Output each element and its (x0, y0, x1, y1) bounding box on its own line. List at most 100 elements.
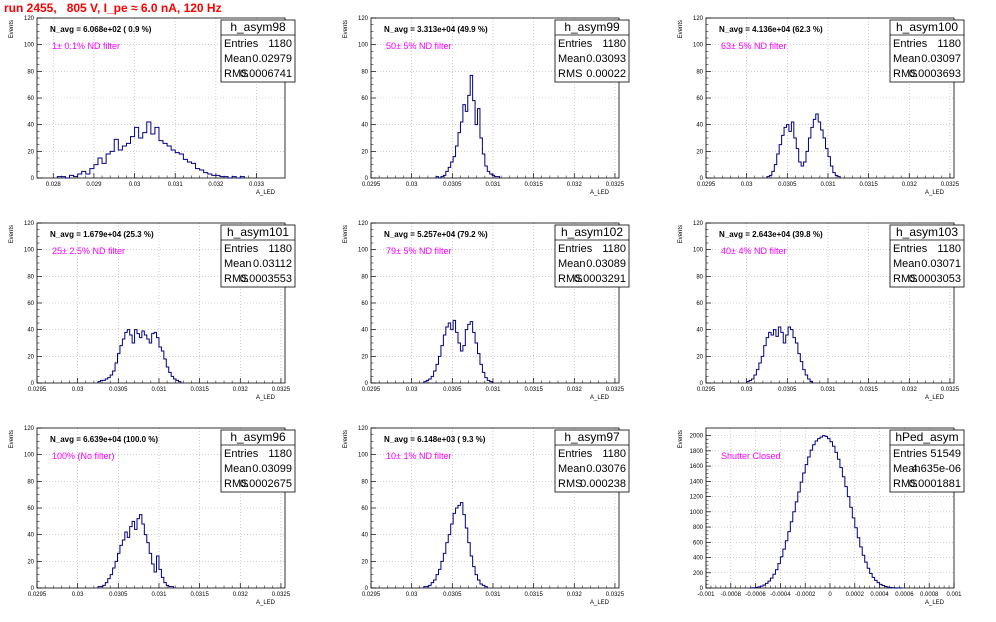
histogram-svg: 0.0295 0.03 0.0305 0.031 0.0315 0.032 0.0325 0 2… (9, 426, 296, 606)
y-tick-label: 20 (696, 149, 703, 155)
y-axis-label: Events (343, 20, 349, 38)
stats-row-value: 1180 (268, 448, 292, 460)
y-axis-label: Events (343, 225, 349, 243)
histogram-svg: 0.0295 0.03 0.0305 0.031 0.0315 0.032 0.0325 0 2… (678, 221, 965, 401)
stats-title: h_asym96 (230, 430, 286, 444)
stats-row-value: 0.0003693 (909, 68, 961, 80)
stats-title: h_asym100 (896, 20, 958, 34)
y-axis-label: Events (9, 225, 15, 243)
stats-row-name: Entries (224, 448, 259, 460)
y-tick-label: 0 (365, 176, 369, 182)
y-tick-label: 0 (31, 586, 35, 592)
x-tick-label: 0.031 (151, 592, 167, 598)
y-tick-label: 40 (696, 123, 703, 129)
x-tick-label: 0.0325 (941, 182, 960, 188)
stats-row-name: Mean (224, 53, 252, 65)
y-tick-label: 120 (358, 426, 369, 432)
x-tick-label: 0.033 (249, 182, 265, 188)
y-tick-label: 600 (693, 540, 704, 546)
y-tick-label: 0 (31, 381, 35, 387)
x-tick-label: 0.032 (208, 182, 224, 188)
histogram-pad-h_asym98: 0.028 0.029 0.03 0.031 0.032 0.033 0 20 40 60 80 10… (0, 0, 332, 205)
y-tick-label: 20 (696, 354, 703, 360)
y-tick-label: 120 (24, 16, 35, 22)
x-axis-label: A_LED (256, 190, 276, 196)
x-tick-label: 0.03 (406, 182, 418, 188)
stats-row-value: 1180 (602, 448, 626, 460)
stats-row-name: RMS (893, 68, 917, 80)
stats-title: h_asym101 (227, 225, 289, 239)
y-tick-label: 100 (693, 248, 704, 254)
y-tick-label: 120 (693, 221, 704, 227)
stats-row-name: Mean (893, 463, 921, 475)
filter-label: 63± 5% ND filter (721, 41, 786, 51)
x-tick-label: 0.0002 (846, 592, 865, 598)
stats-row-name: RMS (558, 478, 582, 490)
y-tick-label: 80 (696, 274, 703, 280)
y-tick-label: 0 (700, 176, 704, 182)
histogram-svg: -0.001 -0.0008 -0.0006 -0.0004 -0.0002 0 0.000… (678, 427, 965, 606)
x-axis-label: A_LED (925, 395, 945, 401)
stats-row-name: Entries (893, 38, 928, 50)
x-axis-label: A_LED (925, 190, 945, 196)
stats-row-value: 0.0002675 (240, 478, 292, 490)
y-tick-label: 1200 (690, 495, 704, 501)
histogram-line-h_asym101 (97, 329, 182, 383)
x-tick-label: -0.0006 (745, 592, 766, 598)
x-tick-label: 0.0315 (859, 182, 878, 188)
stats-row-name: Mean (893, 258, 921, 270)
x-tick-label: 0.0305 (778, 182, 797, 188)
y-tick-label: 80 (27, 479, 34, 485)
y-tick-label: 60 (27, 96, 34, 102)
y-tick-label: 100 (24, 248, 35, 254)
stats-title: h_asym98 (230, 20, 286, 34)
y-tick-label: 120 (358, 221, 369, 227)
stats-row-value: 0.0003053 (909, 273, 961, 285)
y-tick-label: 40 (361, 328, 368, 334)
x-tick-label: 0.0315 (524, 182, 543, 188)
stats-row-name: RMS (224, 478, 248, 490)
canvas-title: run 2455, 805 V, I_pe ≈ 6.0 nA, 120 Hz (4, 1, 222, 15)
x-tick-label: 0.0305 (778, 387, 797, 393)
stats-row-name: Entries (224, 243, 259, 255)
y-tick-label: 60 (696, 96, 703, 102)
y-tick-label: 20 (27, 149, 34, 155)
stats-row-value: 0.03093 (586, 53, 626, 65)
x-tick-label: 0.0295 (697, 387, 716, 393)
x-tick-label: 0.032 (902, 182, 918, 188)
stats-row-value: 0.03089 (586, 258, 626, 270)
y-tick-label: 20 (361, 559, 368, 565)
y-tick-label: 40 (27, 328, 34, 334)
navg-label: N_avg = 6.068e+02 ( 0.9 %) (50, 25, 152, 34)
x-tick-label: 0.0295 (28, 592, 47, 598)
histogram-pad-h_asym102: 0.0295 0.03 0.0305 0.031 0.0315 0.032 0.0325 0 2… (334, 205, 666, 410)
x-tick-label: 0.032 (567, 182, 583, 188)
y-tick-label: 0 (700, 586, 704, 592)
histogram-pad-h_asym103: 0.0295 0.03 0.0305 0.031 0.0315 0.032 0.0325 0 2… (669, 205, 996, 410)
navg-label: N_avg = 5.257e+04 (79.2 %) (384, 230, 488, 239)
stats-row-name: Entries (558, 448, 593, 460)
stats-row-value: 0.0003553 (240, 273, 292, 285)
filter-label: 40± 4% ND filter (721, 246, 786, 256)
x-tick-label: 0 (828, 592, 832, 598)
x-tick-label: 0.0315 (859, 387, 878, 393)
x-tick-label: 0.0295 (28, 387, 47, 393)
x-tick-label: 0.03 (406, 592, 418, 598)
x-tick-label: 0.028 (46, 182, 62, 188)
stats-row-value: 0.03099 (252, 463, 292, 475)
histogram-line-h_asym102 (423, 319, 493, 383)
filter-label: 10± 1% ND filter (386, 451, 451, 461)
stats-row-name: Entries (893, 448, 928, 460)
y-tick-label: 60 (361, 301, 368, 307)
x-tick-label: 0.03 (129, 182, 141, 188)
navg-label: N_avg = 1.679e+04 (25.3 %) (50, 230, 154, 239)
stats-row-name: RMS (558, 68, 582, 80)
y-tick-label: 120 (24, 426, 35, 432)
stats-row-name: Mean (893, 53, 921, 65)
x-tick-label: 0.0315 (190, 592, 209, 598)
stats-row-name: Entries (558, 38, 593, 50)
x-tick-label: 0.0315 (190, 387, 209, 393)
x-tick-label: 0.0295 (362, 387, 381, 393)
filter-label: Shutter Closed (721, 451, 781, 461)
histogram-line-hPed_asym (750, 435, 903, 589)
